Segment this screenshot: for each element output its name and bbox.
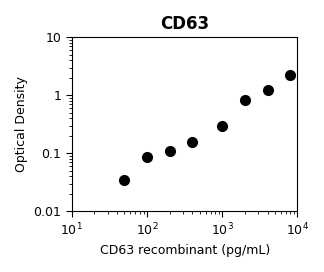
- X-axis label: CD63 recombinant (pg/mL): CD63 recombinant (pg/mL): [99, 244, 270, 257]
- Y-axis label: Optical Density: Optical Density: [15, 76, 28, 172]
- Title: CD63: CD63: [160, 15, 209, 33]
